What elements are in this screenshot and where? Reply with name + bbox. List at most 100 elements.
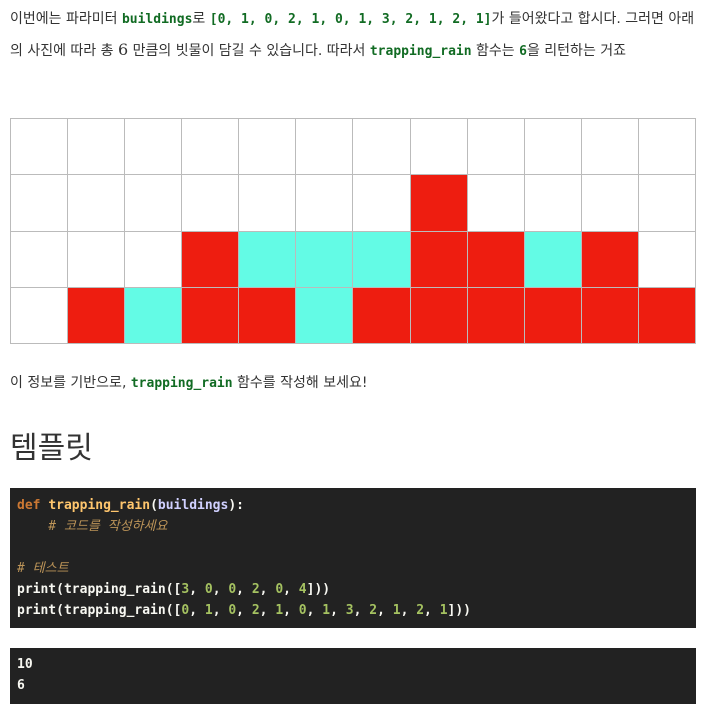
code-punct: , — [259, 603, 276, 618]
code-number: 0 — [275, 582, 284, 597]
code-punct: , — [377, 603, 393, 618]
empty-cell — [638, 119, 696, 176]
code-comment: # 테스트 — [17, 561, 69, 576]
inline-code: 6 — [519, 44, 527, 59]
empty-cell — [125, 119, 183, 176]
code-number: 1 — [204, 603, 213, 618]
water-cell — [353, 231, 411, 288]
empty-cell — [410, 119, 468, 176]
code-number: 2 — [251, 582, 260, 597]
code-param: buildings — [157, 498, 229, 513]
water-cell — [296, 231, 354, 288]
code-number: 1 — [439, 603, 448, 618]
water-cell — [125, 287, 183, 344]
building-cell — [410, 175, 468, 232]
code-call: print(trapping_rain([ — [17, 603, 182, 618]
empty-cell — [353, 175, 411, 232]
code-blank-line — [17, 537, 689, 558]
empty-cell — [11, 175, 69, 232]
code-punct: , — [283, 582, 299, 597]
prompt-paragraph: 이 정보를 기반으로, trapping_rain 함수를 작성해 보세요! — [10, 368, 696, 399]
empty-cell — [296, 119, 354, 176]
empty-cell — [296, 175, 354, 232]
code-number: 1 — [275, 603, 284, 618]
output-block: 10 6 — [10, 648, 696, 704]
inline-code: buildings — [121, 12, 193, 27]
code-function-name: trapping_rain — [48, 498, 151, 513]
code-punct: ])) — [306, 582, 331, 597]
water-cell — [296, 287, 354, 344]
empty-cell — [11, 231, 69, 288]
code-punct: ])) — [447, 603, 472, 618]
empty-cell — [182, 175, 240, 232]
water-cell — [239, 231, 297, 288]
code-number: 3 — [345, 603, 354, 618]
code-number: 0 — [204, 582, 213, 597]
empty-cell — [182, 119, 240, 176]
empty-cell — [11, 287, 69, 344]
code-print-line-1: print(trapping_rain([3, 0, 0, 2, 0, 4])) — [17, 579, 689, 600]
intro-paragraph: 이번에는 파라미터 buildings로 [0, 1, 0, 2, 1, 0, … — [10, 4, 696, 67]
code-comment: # 코드를 작성하세요 — [17, 519, 168, 534]
section-heading: 템플릿 — [10, 431, 93, 466]
code-print-line-2: print(trapping_rain([0, 1, 0, 2, 1, 0, 1… — [17, 600, 689, 621]
building-cell — [581, 231, 639, 288]
inline-code: trapping_rain — [369, 44, 472, 59]
inline-code: [0, 1, 0, 2, 1, 0, 1, 3, 2, 1, 2, 1] — [209, 12, 492, 27]
empty-cell — [524, 119, 582, 176]
code-number: 0 — [228, 582, 237, 597]
empty-cell — [581, 119, 639, 176]
code-punct: , — [236, 603, 252, 618]
building-cell — [182, 231, 240, 288]
code-number: 0 — [298, 603, 307, 618]
code-punct: , — [212, 582, 229, 597]
building-cell — [467, 231, 525, 288]
building-cell — [239, 287, 297, 344]
intro-text: 이번에는 파라미터 — [10, 11, 122, 27]
code-punct: , — [189, 582, 205, 597]
building-cell — [353, 287, 411, 344]
building-cell — [467, 287, 525, 344]
code-keyword: def — [17, 498, 41, 513]
empty-cell — [68, 119, 126, 176]
code-punct: , — [424, 603, 440, 618]
code-block: def trapping_rain(buildings): # 코드를 작성하세… — [10, 488, 696, 628]
empty-cell — [125, 175, 183, 232]
code-line: def trapping_rain(buildings): — [17, 495, 689, 516]
code-number: 4 — [298, 582, 307, 597]
empty-cell — [524, 175, 582, 232]
empty-cell — [68, 231, 126, 288]
rain-diagram — [10, 118, 696, 344]
prompt-text: 함수를 작성해 보세요! — [232, 375, 368, 391]
building-cell — [410, 231, 468, 288]
code-number: 3 — [181, 582, 190, 597]
empty-cell — [125, 231, 183, 288]
building-cell — [182, 287, 240, 344]
code-punct: , — [236, 582, 252, 597]
intro-text: 함수는 — [471, 43, 520, 59]
intro-text: 가 들어왔다고 합시다. 그러면 아래의 사진에 따라 총 — [10, 11, 695, 59]
code-number: 1 — [322, 603, 331, 618]
empty-cell — [239, 175, 297, 232]
empty-cell — [68, 175, 126, 232]
building-cell — [524, 287, 582, 344]
code-number: 2 — [369, 603, 378, 618]
building-cell — [68, 287, 126, 344]
empty-cell — [638, 175, 696, 232]
building-cell — [581, 287, 639, 344]
code-punct: , — [283, 603, 299, 618]
output-line: 10 — [17, 657, 33, 672]
empty-cell — [11, 119, 69, 176]
code-call: print(trapping_rain([ — [17, 582, 182, 597]
empty-cell — [467, 119, 525, 176]
code-punct: , — [189, 603, 205, 618]
inline-math: 6 — [117, 40, 129, 59]
empty-cell — [581, 175, 639, 232]
empty-cell — [353, 119, 411, 176]
code-punct: , — [330, 603, 346, 618]
empty-cell — [638, 231, 696, 288]
code-punct: ): — [228, 498, 244, 513]
code-punct: , — [306, 603, 323, 618]
empty-cell — [239, 119, 297, 176]
output-line: 6 — [17, 678, 25, 693]
